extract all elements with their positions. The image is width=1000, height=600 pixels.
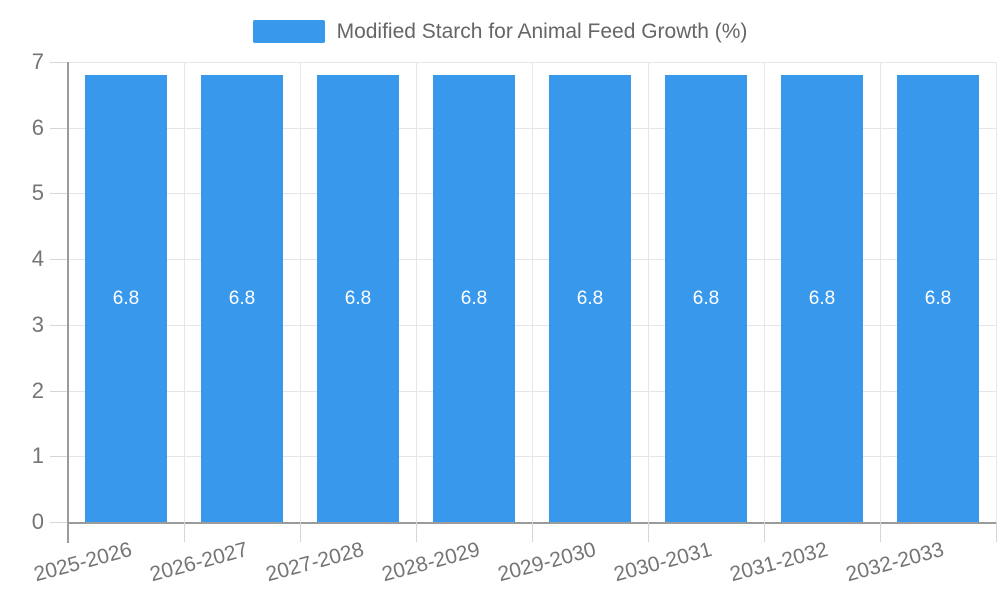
y-axis-tick xyxy=(50,62,68,63)
y-axis-line xyxy=(67,62,69,543)
bar-value-label: 6.8 xyxy=(460,288,488,310)
y-axis-tick xyxy=(50,127,68,129)
legend-label: Modified Starch for Animal Feed Growth (… xyxy=(336,20,748,43)
y-axis-tick-label: 1 xyxy=(31,443,44,469)
legend[interactable]: Modified Starch for Animal Feed Growth (… xyxy=(0,20,1000,43)
v-gridline xyxy=(416,62,417,522)
bar-value-label: 6.8 xyxy=(112,288,140,310)
bar-value-label: 6.8 xyxy=(808,288,836,310)
y-axis-tick-label: 4 xyxy=(31,246,44,272)
x-axis-tick xyxy=(532,522,533,542)
x-axis-category-label: 2027-2028 xyxy=(262,538,366,587)
y-axis-tick xyxy=(50,193,68,195)
bar-value-label: 6.8 xyxy=(228,288,256,310)
bar-value-label: 6.8 xyxy=(344,288,372,310)
y-axis-tick xyxy=(50,456,68,458)
x-axis-tick xyxy=(764,522,765,542)
bar[interactable]: 6.8 xyxy=(85,75,167,522)
y-axis-tick-label: 2 xyxy=(31,377,44,403)
v-gridline xyxy=(300,62,301,522)
y-axis-tick xyxy=(50,324,68,326)
bar[interactable]: 6.8 xyxy=(317,75,399,522)
bar[interactable]: 6.8 xyxy=(665,75,747,522)
v-gridline xyxy=(648,62,649,522)
bar-value-label: 6.8 xyxy=(924,288,952,310)
y-axis-tick xyxy=(50,259,68,261)
v-gridline xyxy=(764,62,765,522)
x-axis-tick xyxy=(648,522,649,542)
x-axis-category-label: 2030-2031 xyxy=(610,538,714,587)
x-axis-category-label: 2032-2033 xyxy=(842,538,946,587)
y-axis-tick-label: 0 xyxy=(31,509,44,534)
bar[interactable]: 6.8 xyxy=(549,75,631,522)
x-axis-category-label: 2029-2030 xyxy=(494,538,598,587)
bar[interactable]: 6.8 xyxy=(897,75,979,522)
y-axis-tick-label: 3 xyxy=(31,311,44,337)
y-axis-tick xyxy=(50,522,68,523)
y-axis-tick-label: 5 xyxy=(31,180,44,206)
x-axis-category-label: 2028-2029 xyxy=(378,538,482,587)
x-axis-category-label: 2031-2032 xyxy=(726,538,830,587)
v-gridline xyxy=(880,62,881,522)
x-axis-category-label: 2026-2027 xyxy=(146,538,250,587)
bar[interactable]: 6.8 xyxy=(201,75,283,522)
legend-swatch-icon xyxy=(252,20,325,43)
x-axis-tick xyxy=(184,522,185,542)
x-axis-tick xyxy=(880,522,881,542)
v-gridline xyxy=(184,62,185,522)
y-axis-tick-label: 6 xyxy=(31,114,44,140)
y-axis-tick xyxy=(50,390,68,392)
bar-value-label: 6.8 xyxy=(576,288,604,310)
bar-value-label: 6.8 xyxy=(692,288,720,310)
v-gridline xyxy=(532,62,533,522)
x-axis-tick xyxy=(996,522,997,542)
x-axis-category-label: 2025-2026 xyxy=(30,538,134,587)
v-gridline xyxy=(996,62,997,522)
x-axis-tick xyxy=(416,522,417,542)
x-axis-tick xyxy=(300,522,301,542)
y-axis-tick-label: 7 xyxy=(31,49,44,74)
bar[interactable]: 6.8 xyxy=(433,75,515,522)
bar[interactable]: 6.8 xyxy=(781,75,863,522)
